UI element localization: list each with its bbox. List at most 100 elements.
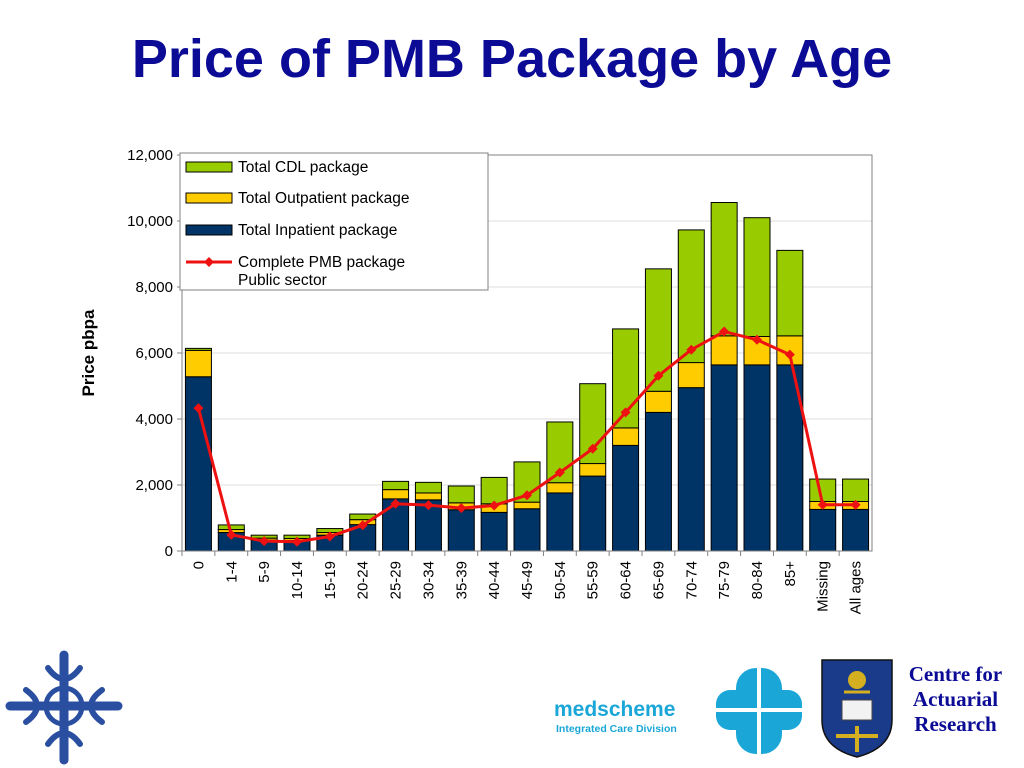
car-line-3: Research [914,712,997,736]
x-tick-label: 50-54 [552,561,569,599]
pmb-line-point [390,498,401,509]
pmb-line-point [850,499,861,510]
x-tick-label: 30-34 [420,561,437,599]
x-tick-label: 25-29 [388,561,405,599]
bar-segment [710,202,738,337]
x-tick-label: 80-84 [749,561,766,599]
bar-segment [644,390,672,413]
car-logo-text: Centre for Actuarial Research [893,662,1018,737]
legend-label: Total Outpatient package [238,190,409,207]
x-tick-label: 70-74 [683,561,700,599]
pmb-line-point [292,536,302,547]
x-tick-label: 55-59 [585,561,602,599]
y-axis-label: Price pbpa [79,309,98,396]
pmb-line-point [784,349,795,360]
bar-segment [414,481,442,494]
pmb-line-point [620,407,631,418]
y-tick-label: 2,000 [135,477,173,494]
pmb-line-point [357,520,368,531]
x-tick-label: All ages [848,561,865,614]
university-crest-icon [821,659,893,758]
legend-swatch [185,161,233,173]
legend-label: Total CDL package [238,159,368,176]
x-tick-label: 0 [190,561,207,569]
x-tick-label: 60-64 [618,561,635,599]
pmb-line-point [587,443,598,454]
x-tick-label: 15-19 [322,561,339,599]
legend-label-line: Public sector [238,272,327,289]
x-tick-label: 40-44 [486,561,503,599]
legend-label: Total Inpatient package [238,222,397,239]
pmb-line-point [653,370,664,381]
bar-segment [480,511,508,552]
bar-segment [677,387,705,552]
bar-segment [612,444,640,552]
bar-segment [184,349,212,378]
pmb-line-point [817,499,828,510]
pmb-line-point [686,344,697,355]
x-tick-label: 85+ [782,561,799,587]
bar-segment [579,475,607,552]
bar-segment [480,476,508,505]
x-axis: 0 1-4 5-9 10-14 15-19 20-24 25-29 30-34 35-39 40-… [181,551,865,614]
x-tick-label: 45-49 [519,561,536,599]
bar-segment [743,364,771,552]
bar-segment [447,485,475,504]
bar-segment [546,482,574,494]
bar-segment [382,480,410,491]
x-tick-label: 20-24 [355,561,372,599]
y-tick-label: 10,000 [127,213,173,230]
bar-segment [546,492,574,552]
medscheme-cross-icon [716,668,802,754]
bar-segment [809,508,837,552]
y-tick-label: 6,000 [135,345,173,362]
pmb-line-point [456,503,467,514]
bar-segment [710,364,738,552]
x-tick-label: 1-4 [223,561,240,583]
y-axis: 0 2,000 4,000 6,000 8,000 10,000 12,000 [127,147,182,560]
legend-swatch [185,192,233,204]
pmb-line-point [324,531,335,542]
pmb-line-point [259,536,270,547]
bar-segment [612,427,640,446]
legend-label: Complete PMB package Public sector [238,254,405,289]
bar-segment [184,347,212,351]
legend-marker [204,257,214,267]
bar-segment [743,217,771,337]
pmb-line-point [522,490,532,501]
bar-segment [579,463,607,477]
x-tick-label: 65-69 [650,561,667,599]
medscheme-subtitle: Integrated Care Division [556,723,677,735]
x-tick-label: Missing [815,561,832,612]
y-tick-label: 0 [165,543,173,560]
y-tick-label: 8,000 [135,279,173,296]
bar-segment [842,508,870,552]
medscheme-name: medscheme [554,698,676,721]
pmb-line-point [489,500,500,511]
x-tick-label: 75-79 [716,561,733,599]
bar-segment [513,501,541,510]
y-tick-label: 12,000 [127,147,173,164]
legend-label-line: Complete PMB package [238,254,405,271]
bar-segment [842,478,870,502]
bar-segment [710,335,738,366]
slide-title: Price of PMB Package by Age [131,29,893,89]
x-tick-label: 5-9 [256,561,273,583]
bar-segment [644,411,672,552]
pmb-line-point [423,500,434,511]
x-tick-label: 35-39 [453,561,470,599]
legend: Total CDL package Total Outpatient packag… [179,152,489,291]
pmb-line-point [193,403,204,414]
car-line-2: Actuarial [912,687,999,711]
bar-segment [184,376,212,552]
bar-segment [677,229,705,364]
bar-segment [447,509,475,552]
bar-segment [776,249,804,337]
y-tick-label: 4,000 [135,411,173,428]
pmb-line [193,326,861,547]
x-tick-label: 10-14 [289,561,306,599]
bar-segment [513,508,541,552]
car-line-1: Centre for [908,662,1003,686]
bar-segment [677,362,705,389]
